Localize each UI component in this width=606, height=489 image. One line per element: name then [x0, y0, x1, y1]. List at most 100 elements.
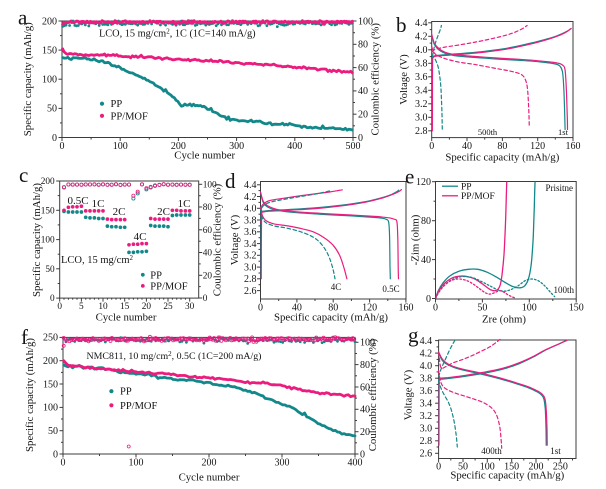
svg-text:0: 0 — [53, 449, 58, 460]
svg-text:100: 100 — [522, 302, 537, 313]
svg-text:2.6: 2.6 — [420, 449, 433, 460]
svg-text:1st: 1st — [550, 446, 561, 456]
svg-text:120: 120 — [416, 177, 431, 188]
svg-text:4C: 4C — [331, 282, 342, 292]
svg-text:200: 200 — [202, 457, 217, 468]
svg-text:50: 50 — [48, 426, 58, 437]
svg-text:0: 0 — [433, 302, 438, 313]
svg-text:2.6: 2.6 — [244, 286, 257, 297]
svg-text:40: 40 — [203, 249, 213, 259]
svg-text:3.2: 3.2 — [415, 99, 428, 110]
svg-text:30: 30 — [185, 302, 195, 312]
svg-text:Zre (ohm): Zre (ohm) — [482, 314, 526, 326]
svg-text:40: 40 — [421, 255, 431, 266]
svg-text:150: 150 — [42, 45, 57, 56]
svg-text:d: d — [225, 169, 236, 193]
svg-text:Specific capacity (mAh/g): Specific capacity (mAh/g) — [450, 470, 564, 482]
svg-text:PP: PP — [461, 182, 472, 192]
svg-text:300: 300 — [229, 141, 244, 152]
svg-text:PP: PP — [120, 387, 132, 398]
svg-text:3.0: 3.0 — [415, 113, 428, 124]
svg-text:80: 80 — [203, 203, 213, 213]
svg-text:0: 0 — [436, 461, 441, 472]
svg-text:3.4: 3.4 — [420, 399, 433, 410]
svg-text:2.8: 2.8 — [244, 274, 257, 285]
svg-text:Cycle number: Cycle number — [179, 472, 240, 484]
svg-text:Specific capacity (mAh/g): Specific capacity (mAh/g) — [22, 22, 34, 136]
svg-text:PP/MOF: PP/MOF — [461, 192, 495, 202]
svg-text:0: 0 — [426, 294, 431, 305]
svg-text:25: 25 — [163, 302, 173, 312]
svg-text:1C: 1C — [92, 198, 105, 210]
svg-text:Voltage (V): Voltage (V) — [403, 369, 415, 420]
svg-text:Coulombic efficiency (%): Coulombic efficiency (%) — [212, 183, 224, 296]
svg-text:3.6: 3.6 — [420, 386, 433, 397]
svg-text:50: 50 — [47, 104, 57, 115]
svg-text:3.6: 3.6 — [244, 227, 257, 238]
svg-text:0: 0 — [203, 294, 208, 304]
svg-text:150: 150 — [504, 461, 519, 472]
svg-text:4.2: 4.2 — [420, 348, 433, 359]
svg-text:80: 80 — [497, 141, 507, 152]
svg-text:4.2: 4.2 — [415, 32, 428, 43]
svg-text:80: 80 — [421, 216, 431, 227]
svg-text:3.0: 3.0 — [244, 262, 257, 273]
svg-text:3.4: 3.4 — [244, 239, 257, 250]
svg-text:e: e — [405, 165, 414, 189]
svg-text:3.2: 3.2 — [420, 411, 433, 422]
svg-text:80: 80 — [328, 302, 338, 313]
svg-text:400th: 400th — [481, 446, 502, 456]
svg-text:-Zim (ohm): -Zim (ohm) — [410, 214, 422, 265]
svg-text:100th: 100th — [553, 285, 574, 295]
svg-text:15: 15 — [120, 302, 130, 312]
svg-text:500th: 500th — [478, 127, 498, 137]
svg-text:20: 20 — [360, 427, 370, 438]
svg-text:40: 40 — [462, 141, 472, 152]
svg-text:3.2: 3.2 — [244, 251, 257, 262]
svg-text:0: 0 — [429, 141, 434, 152]
svg-text:120: 120 — [530, 141, 545, 152]
svg-text:2C: 2C — [113, 206, 126, 218]
svg-text:100: 100 — [129, 457, 144, 468]
svg-text:50: 50 — [458, 461, 468, 472]
svg-text:NMC811, 10 mg/cm2, 0.5C (1C=20: NMC811, 10 mg/cm2, 0.5C (1C=200 mA/g) — [87, 350, 262, 362]
svg-text:150: 150 — [43, 379, 58, 390]
svg-text:160: 160 — [566, 141, 581, 152]
svg-text:0: 0 — [57, 302, 62, 312]
svg-text:60: 60 — [358, 63, 368, 74]
svg-text:80: 80 — [358, 40, 368, 51]
svg-text:3.4: 3.4 — [415, 86, 428, 97]
svg-text:Cycle number: Cycle number — [174, 150, 235, 162]
svg-text:Coulombic efficiency (%): Coulombic efficiency (%) — [370, 23, 382, 136]
svg-text:160: 160 — [398, 302, 413, 313]
svg-text:100: 100 — [203, 180, 217, 190]
svg-text:PP/MOF: PP/MOF — [120, 401, 158, 412]
svg-text:3.6: 3.6 — [415, 72, 428, 83]
svg-text:2.8: 2.8 — [415, 126, 428, 137]
svg-text:4.4: 4.4 — [244, 180, 257, 191]
svg-text:0: 0 — [360, 449, 365, 460]
svg-text:0: 0 — [258, 302, 263, 313]
svg-text:1st: 1st — [558, 127, 569, 137]
svg-text:Voltage (V): Voltage (V) — [398, 54, 410, 105]
svg-text:100: 100 — [358, 16, 373, 27]
svg-text:PP/MOF: PP/MOF — [150, 281, 188, 292]
svg-text:400: 400 — [348, 457, 363, 468]
svg-text:Voltage (V): Voltage (V) — [229, 214, 241, 265]
svg-text:0: 0 — [60, 141, 65, 152]
svg-text:LCO, 15 mg/cm2: LCO, 15 mg/cm2 — [61, 254, 134, 266]
svg-text:g: g — [408, 323, 419, 347]
svg-text:100: 100 — [43, 403, 58, 414]
svg-text:60: 60 — [360, 382, 370, 393]
svg-text:250: 250 — [43, 333, 58, 344]
svg-text:Cycle number: Cycle number — [96, 312, 157, 324]
svg-text:4.0: 4.0 — [415, 45, 428, 56]
svg-text:PP: PP — [111, 99, 123, 110]
svg-text:Prisitne: Prisitne — [545, 183, 573, 193]
svg-text:200: 200 — [171, 141, 186, 152]
svg-text:0: 0 — [52, 133, 57, 144]
svg-text:4.4: 4.4 — [415, 18, 428, 29]
svg-text:40: 40 — [360, 405, 370, 416]
svg-text:100: 100 — [480, 461, 495, 472]
svg-text:150: 150 — [569, 302, 584, 313]
